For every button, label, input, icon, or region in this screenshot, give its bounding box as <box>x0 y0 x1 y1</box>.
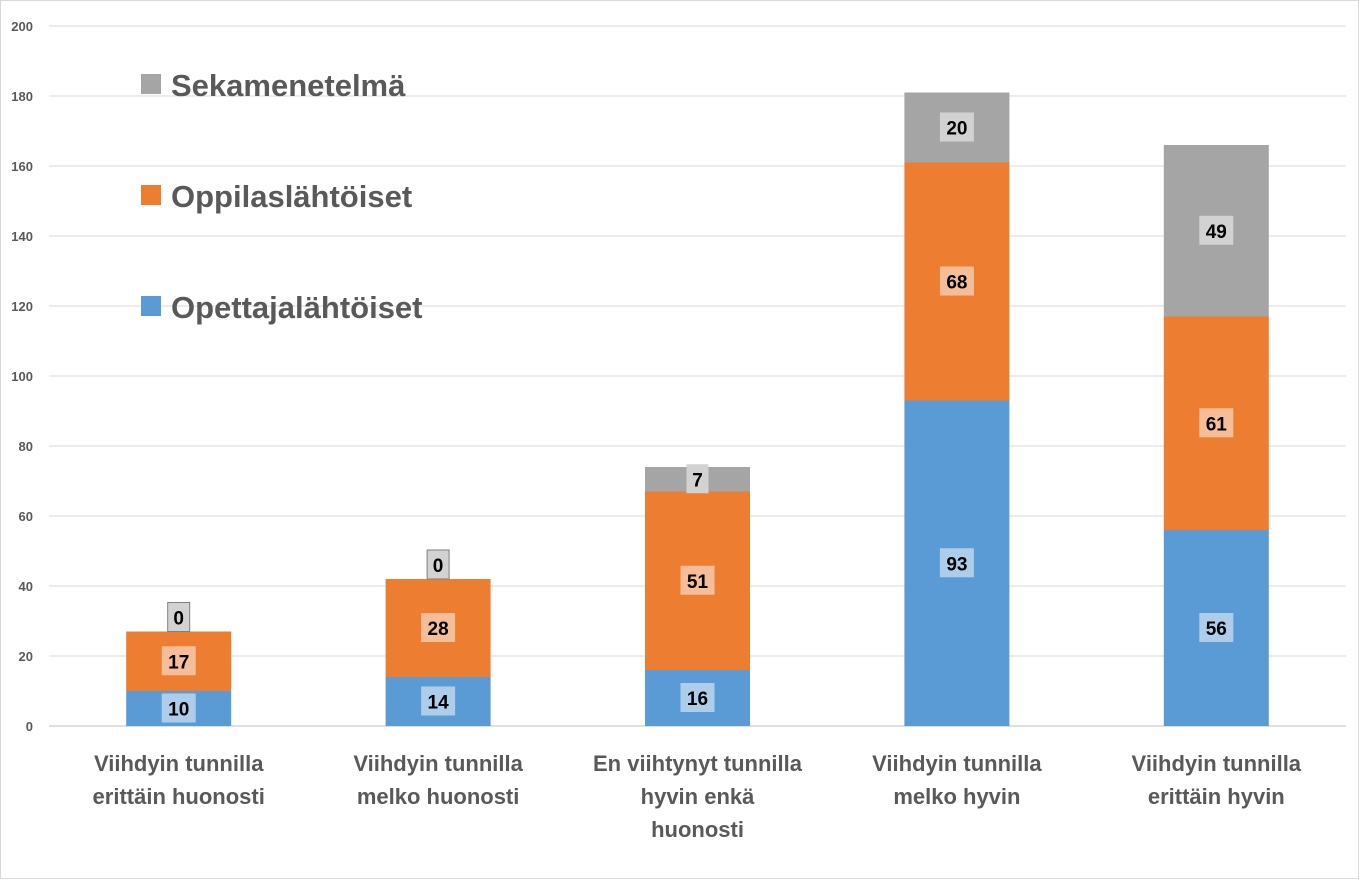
x-category-label: melko hyvin <box>893 784 1020 809</box>
data-label: 0 <box>173 609 184 630</box>
x-category-label: Viihdyin tunnilla <box>872 751 1042 776</box>
x-category-label: erittäin hyvin <box>1148 784 1285 809</box>
x-category-label: huonosti <box>651 817 744 842</box>
y-tick-label: 160 <box>11 159 33 174</box>
data-label-box <box>421 613 456 642</box>
legend-label: Oppilaslähtöiset <box>171 179 412 214</box>
data-label: 49 <box>1206 222 1227 243</box>
data-label: 16 <box>687 689 708 710</box>
legend-swatch <box>141 185 161 205</box>
legend-swatch <box>141 74 161 94</box>
data-label-box <box>686 464 709 494</box>
y-tick-label: 140 <box>11 229 33 244</box>
data-label: 61 <box>1206 414 1228 435</box>
data-label: 20 <box>946 119 967 140</box>
x-category-label: Viihdyin tunnilla <box>1132 751 1302 776</box>
y-tick-label: 60 <box>19 509 33 524</box>
x-category-label: En viihtynyt tunnilla <box>593 751 803 776</box>
data-label-box <box>680 565 715 595</box>
data-label: 17 <box>168 652 189 673</box>
x-category-label: erittäin huonosti <box>93 784 265 809</box>
data-label: 68 <box>946 273 967 294</box>
data-label-box <box>939 266 974 296</box>
data-label: 93 <box>946 554 967 575</box>
x-category-label: Viihdyin tunnilla <box>94 751 264 776</box>
y-tick-label: 180 <box>11 89 33 104</box>
data-label: 56 <box>1206 619 1227 640</box>
x-category-label: melko huonosti <box>357 784 520 809</box>
data-label: 14 <box>428 693 450 714</box>
x-category-label: Viihdyin tunnilla <box>353 751 523 776</box>
data-label-box <box>1199 613 1234 642</box>
data-label: 0 <box>433 556 444 577</box>
y-tick-label: 120 <box>11 299 33 314</box>
data-label: 7 <box>692 470 703 491</box>
y-tick-label: 20 <box>19 649 33 664</box>
legend-swatch <box>141 296 161 316</box>
legend-label: Sekamenetelmä <box>171 68 406 103</box>
data-label-box <box>939 112 974 142</box>
y-tick-label: 200 <box>11 19 33 34</box>
data-label-box <box>421 686 456 716</box>
data-label-box <box>161 646 196 676</box>
y-tick-label: 100 <box>11 369 33 384</box>
y-tick-label: 40 <box>19 579 33 594</box>
x-category-label: hyvin enkä <box>641 784 755 809</box>
data-label-box <box>426 549 450 580</box>
y-tick-label: 0 <box>26 719 33 734</box>
data-label: 51 <box>687 572 709 593</box>
legend-label: Opettajalähtöiset <box>171 290 423 325</box>
data-label-box <box>161 693 196 723</box>
data-label-box <box>1199 408 1234 438</box>
y-tick-label: 80 <box>19 439 33 454</box>
data-label-box <box>680 683 715 712</box>
data-label: 28 <box>428 619 449 640</box>
data-label: 10 <box>168 700 189 721</box>
data-label-box <box>939 548 974 578</box>
data-label-box <box>167 602 191 632</box>
data-label-box <box>1199 215 1234 245</box>
